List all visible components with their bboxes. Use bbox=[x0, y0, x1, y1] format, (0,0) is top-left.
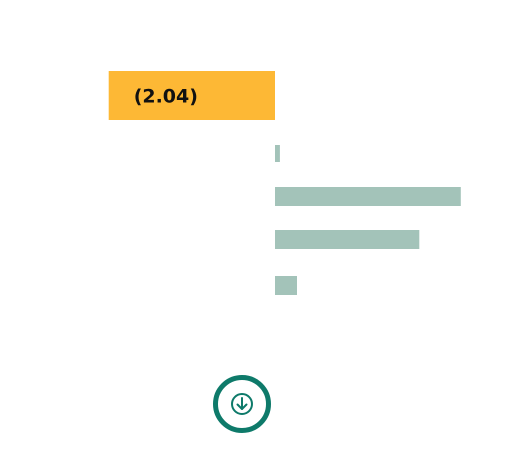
bar-labels: (2.04) bbox=[134, 86, 198, 108]
highlight-bar bbox=[108, 71, 275, 120]
download-button[interactable] bbox=[213, 375, 271, 433]
bar-2 bbox=[275, 187, 461, 206]
bar-4 bbox=[275, 276, 297, 295]
bar-3 bbox=[275, 230, 420, 249]
arrow-down-icon bbox=[231, 393, 253, 415]
bars bbox=[108, 71, 461, 295]
bar-1 bbox=[275, 145, 280, 162]
highlight-bar-label: (2.04) bbox=[134, 86, 198, 108]
